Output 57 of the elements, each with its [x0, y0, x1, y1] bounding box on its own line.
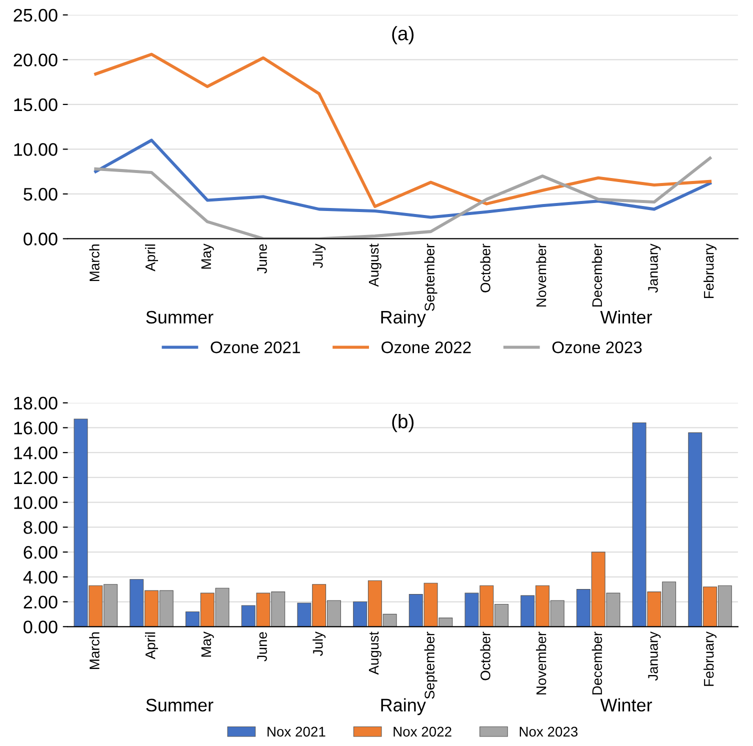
line-series: [94, 52, 712, 208]
x-tick-label: June: [257, 244, 267, 274]
y-tick-label: 18.00: [14, 396, 58, 410]
y-tick-label: 0.00: [24, 620, 58, 634]
y-tick-label: 25.00: [14, 8, 58, 22]
y-tick-label: 8.00: [24, 521, 58, 534]
x-tick-label: January: [648, 244, 661, 293]
x-tick-label: September: [424, 244, 438, 311]
text: (a): [392, 26, 414, 44]
y-tick-label: 12.00: [14, 471, 58, 484]
y-tick-label: 5.00: [24, 188, 58, 201]
y-tick-label: 16.00: [14, 422, 58, 434]
legend-label: Nox 2021: [268, 726, 326, 737]
x-tick-label: February: [704, 632, 716, 686]
y-tick-label: 15.00: [14, 98, 58, 112]
x-tick-label: January: [648, 632, 661, 681]
x-tick-label: December: [592, 244, 602, 307]
legend-label: Ozone 2023: [552, 341, 642, 354]
x-tick-label: April: [145, 632, 158, 660]
y-tick-label: 0.00: [24, 232, 58, 246]
y-tick-label: 10.00: [14, 143, 58, 156]
x-tick-label: July: [312, 244, 326, 268]
x-tick-label: October: [480, 244, 490, 292]
y-tick-label: 2.00: [24, 596, 58, 608]
legend-label: Nox 2022: [394, 726, 452, 737]
x-tick-label: March: [89, 244, 100, 282]
y-tick-label: 6.00: [24, 546, 58, 559]
x-tick-label: August: [368, 244, 382, 287]
text: Rainy: [381, 698, 426, 716]
text: Winter: [600, 310, 652, 324]
y-tick-label: 20.00: [14, 54, 58, 66]
x-tick-label: May: [201, 632, 214, 657]
line-series: [94, 156, 712, 239]
x-tick-label: November: [536, 244, 546, 307]
x-tick-label: February: [704, 244, 716, 298]
text: Summer: [146, 698, 214, 712]
line-series: [94, 138, 712, 219]
text: Rainy: [381, 310, 426, 328]
text: Summer: [146, 310, 214, 324]
text: (b): [392, 414, 414, 432]
y-tick-label: 4.00: [23, 570, 58, 584]
legend-label: Ozone 2022: [382, 341, 471, 354]
x-tick-label: October: [480, 632, 490, 680]
y-tick-label: 14.00: [14, 446, 58, 460]
x-tick-label: April: [145, 244, 158, 272]
legend-label: Ozone 2021: [210, 341, 300, 354]
x-tick-label: March: [89, 632, 100, 669]
x-tick-label: September: [424, 632, 438, 699]
y-tick-label: 10.00: [14, 496, 58, 510]
legend-label: Nox 2023: [520, 726, 578, 737]
x-tick-label: August: [368, 632, 382, 675]
x-tick-label: May: [201, 244, 214, 269]
x-tick-label: July: [312, 632, 326, 656]
x-tick-label: November: [536, 632, 546, 694]
text: Winter: [600, 698, 652, 712]
x-tick-label: December: [592, 632, 602, 694]
x-tick-label: June: [257, 632, 267, 662]
